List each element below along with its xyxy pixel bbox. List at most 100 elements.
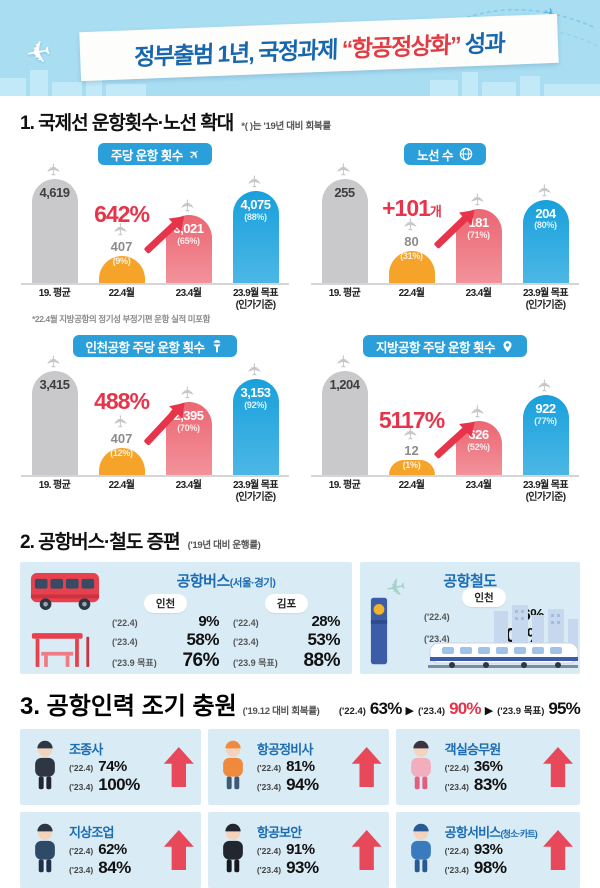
pilot-icon xyxy=(27,739,63,796)
airport-service-icon xyxy=(403,822,439,879)
stat-label: ('22.4) xyxy=(69,763,94,773)
bar-column: ✈ 922 (77%) xyxy=(512,359,579,475)
bar-blue: 922 (77%) xyxy=(522,394,569,475)
airplane-icon: ✈ xyxy=(246,362,265,377)
staff-stat-row: ('23.4) 100% xyxy=(69,775,140,795)
x-axis-label: 23.4월 xyxy=(175,480,202,491)
section2-header: 2. 공항버스·철도 증편 ('19년 대비 운행률) xyxy=(20,527,580,554)
stat-label: ('22.4) xyxy=(112,618,138,628)
bar-column: ✈ 255 xyxy=(311,162,378,283)
stat-value: 83% xyxy=(473,775,507,794)
stat-label: ('23.4) xyxy=(424,634,450,644)
chart-routes: 노선 수 ✈ 255 ✈ 80 (31%) ✈ 181 (71%) ✈ 204 (80%) +101개 1… xyxy=(310,137,580,323)
plane-icon: ✈ xyxy=(184,145,203,163)
airplane-icon: ✈ xyxy=(179,385,198,400)
region-pill: 김포 xyxy=(264,594,309,613)
up-arrow-icon xyxy=(163,830,194,870)
bar-column: ✈ 1,204 xyxy=(311,354,378,475)
stat-value: 81% xyxy=(286,758,315,775)
section1-title: 1. 국제선 운항횟수·노선 확대 xyxy=(20,113,234,134)
staff-cards-grid: 조종사 ('22.4) 74% ('23.4) 100% 항공정비사 ('22.4) 81%(… xyxy=(20,729,580,888)
stat-row: ('23.9 목표) 88% xyxy=(233,650,340,672)
airplane-icon: ✈ xyxy=(45,354,64,369)
tower-icon xyxy=(210,339,224,353)
staff-stat-row: ('23.4) 93% xyxy=(257,858,319,878)
section2-panels: 공항버스(서울·경기) 인천 ('22.4) 9% ('23.4) 58% ('23.9 … xyxy=(20,562,580,674)
bar-value: 80 xyxy=(404,233,419,249)
growth-label: 642% xyxy=(94,201,150,228)
page-title: 정부출범 1년, 국정과제 “항공정상화” 성과 xyxy=(133,23,504,71)
aircraft-mechanic-icon xyxy=(215,739,251,796)
staff-card-title: 항공보안 xyxy=(256,825,302,840)
stat-value: 93% xyxy=(473,841,503,858)
rail-pillar-icon xyxy=(370,597,388,665)
bar-value: 3,415 xyxy=(39,377,70,392)
bar-column: ✈ 407 (9%) xyxy=(88,167,155,283)
up-arrow-icon xyxy=(163,747,194,787)
bar-recovery-pct: (77%) xyxy=(534,415,557,426)
chart-badge-label: 인천공항 주당 운항 횟수 xyxy=(85,340,205,355)
bar-value: 3,153 xyxy=(240,385,271,401)
bar-column: ✈ 3,153 (92%) xyxy=(222,359,289,475)
stat-row: ('23.9 목표) 76% xyxy=(112,650,219,672)
stat-group-인천: 인천 ('22.4) 9% ('23.4) 58% ('23.9 목표) 76% xyxy=(112,594,219,672)
section2-title: 2. 공항버스·철도 증편 xyxy=(20,532,181,553)
rail-panel-title: 공항철도 xyxy=(443,573,497,590)
cityscape-decoration xyxy=(0,70,600,96)
section1-header: 1. 국제선 운항횟수·노선 확대 *( )는 '19년 대비 회복률 xyxy=(20,108,580,135)
staff-stat-row: ('22.4) 81% xyxy=(257,758,319,775)
stat-label: ('22.4) xyxy=(444,846,469,856)
staff-card-title: 객실승무원 xyxy=(444,742,502,757)
x-axis-label: 19. 평균 xyxy=(38,288,71,299)
airplane-icon: ✈ xyxy=(45,162,64,177)
chart-footnote xyxy=(32,505,290,515)
staff-stat-row: ('23.4) 84% xyxy=(69,858,131,878)
airplane-icon: ✈ xyxy=(179,198,198,214)
globe-icon xyxy=(459,147,473,161)
stat-group-김포: 김포 ('22.4) 28% ('23.4) 53% ('23.9 목표) 88% xyxy=(233,594,340,672)
stat-label: ('22.4) xyxy=(256,846,282,856)
staff-stat-row: ('23.4) 94% xyxy=(257,775,319,795)
staff-card-pilot: 조종사 ('22.4) 74% ('23.4) 100% xyxy=(20,729,201,805)
bar-recovery-pct: (92%) xyxy=(244,399,267,410)
section2-note: ('19년 대비 운행률) xyxy=(187,540,261,551)
bar-value: 4,619 xyxy=(39,185,70,200)
bus-stats: 인천 ('22.4) 9% ('23.4) 58% ('23.9 목표) 76% 김포 ('22… xyxy=(112,594,340,672)
staff-card-title: 항공정비사 xyxy=(256,742,314,757)
stat-value: 58% xyxy=(186,630,219,649)
region-pill: 인천 xyxy=(462,588,506,607)
x-axis-labels: 19. 평균 22.4월 23.4월 23.9월 목표 (인가기준) xyxy=(311,480,579,504)
airplane-icon: ✈ xyxy=(335,162,354,177)
stat-value: 88% xyxy=(303,650,340,671)
bar-recovery-pct: (70%) xyxy=(177,422,200,433)
section1-note: *( )는 '19년 대비 회복률 xyxy=(241,121,331,132)
bar-gray: 255 xyxy=(321,179,368,283)
bar-column: ✈ 204 (80%) xyxy=(512,167,579,283)
section3-header: 3. 공항인력 조기 충원 ('19.12 대비 회복률) ('22.4) 63%… xyxy=(20,686,581,721)
x-axis-label: 19. 평균 xyxy=(38,480,71,491)
bar-value: 12 xyxy=(404,443,419,459)
airplane-icon: ✈ xyxy=(246,174,265,190)
chart-plot: ✈ 255 ✈ 80 (31%) ✈ 181 (71%) ✈ 204 (80%) +101개 xyxy=(311,162,579,285)
chart-badge-label: 노선 수 xyxy=(417,148,453,163)
bar-recovery-pct: (71%) xyxy=(467,229,490,240)
stat-label: ('23.4) xyxy=(112,637,138,647)
x-axis-label: 22.4월 xyxy=(108,288,135,299)
x-axis-label: 23.4월 xyxy=(175,288,202,299)
bar-recovery-pct: (88%) xyxy=(244,212,267,223)
bar-value: 407 xyxy=(110,430,133,446)
stat-value: 62% xyxy=(98,841,127,858)
stat-value: 76% xyxy=(182,650,219,671)
staff-stat-row: ('23.4) 98% xyxy=(445,858,537,878)
region-pill: 인천 xyxy=(143,594,188,613)
stat-value: 74% xyxy=(98,758,127,775)
staff-card-body: 지상조업 ('22.4) 62% ('23.4) 84% xyxy=(69,822,131,878)
staff-card-body: 항공보안 ('22.4) 91% ('23.4) 93% xyxy=(257,822,319,878)
x-axis-label: 22.4월 xyxy=(398,480,425,491)
bar-recovery-pct: (52%) xyxy=(467,441,490,452)
page-title-prefix: 정부출범 1년, 국정과제 xyxy=(133,35,338,70)
x-axis-label: 23.9월 목표 (인가기준) xyxy=(522,480,569,503)
up-arrow-icon xyxy=(543,747,573,787)
summary-value: 90% xyxy=(449,699,481,718)
chart-footnote xyxy=(322,505,580,515)
